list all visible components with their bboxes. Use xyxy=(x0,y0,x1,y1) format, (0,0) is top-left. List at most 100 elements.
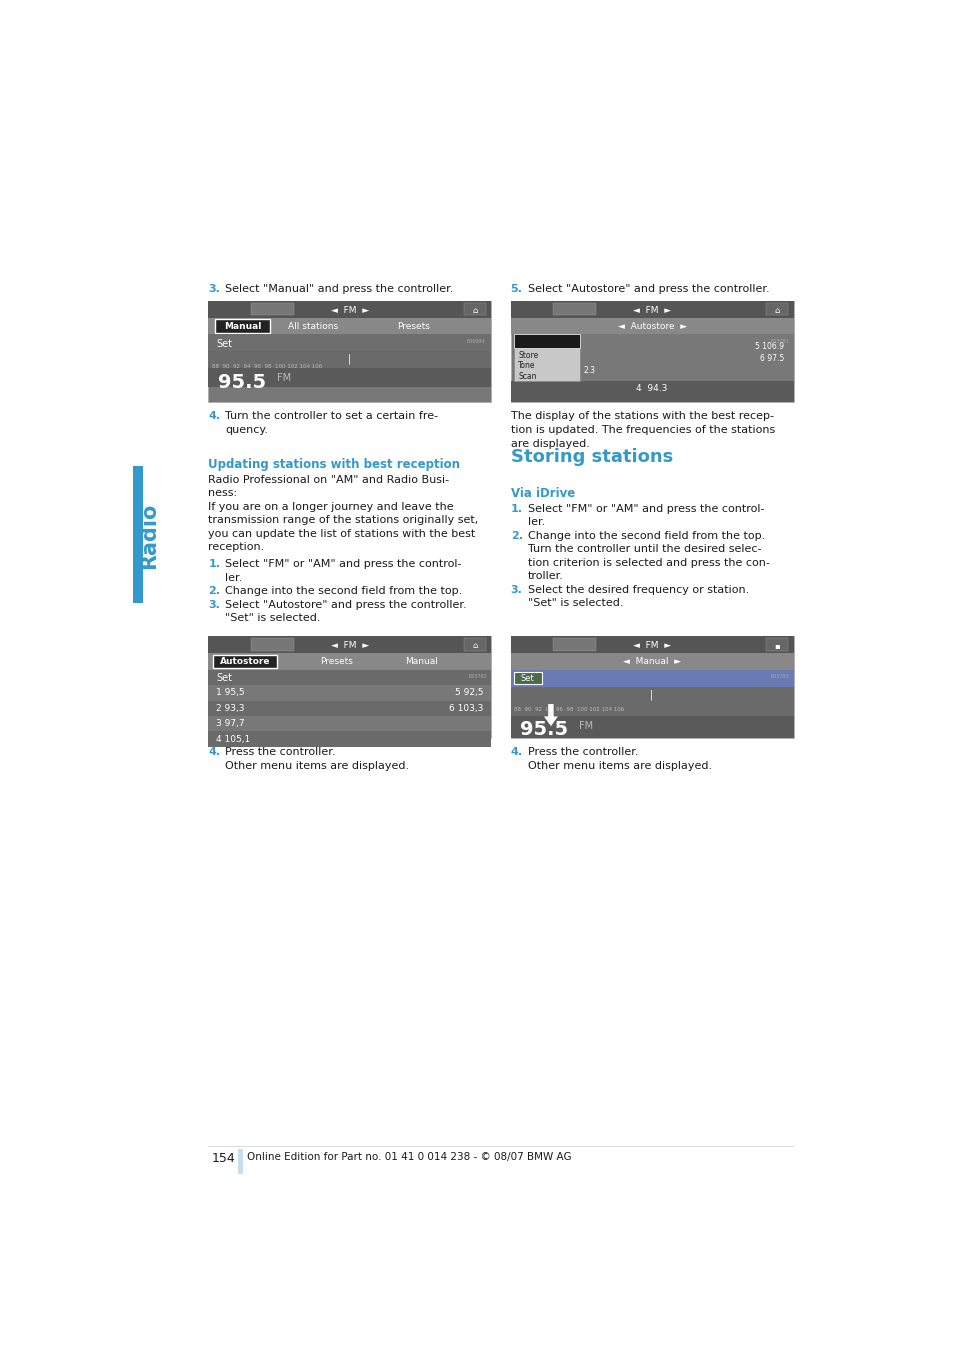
Text: Select "Manual" and press the controller.: Select "Manual" and press the controller… xyxy=(225,284,454,294)
Text: ness:: ness: xyxy=(208,489,237,498)
Text: "Set" is selected.: "Set" is selected. xyxy=(225,613,320,624)
Text: If you are on a longer journey and leave the: If you are on a longer journey and leave… xyxy=(208,502,454,512)
Text: 2.: 2. xyxy=(208,586,220,597)
Text: "Set" is selected.: "Set" is selected. xyxy=(527,598,622,609)
Text: Select "Autostore" and press the controller.: Select "Autostore" and press the control… xyxy=(225,599,467,610)
Bar xyxy=(510,687,793,703)
Text: All stations: All stations xyxy=(288,321,337,331)
Bar xyxy=(765,639,787,651)
Text: 4  94.3: 4 94.3 xyxy=(636,383,667,393)
Text: 3.: 3. xyxy=(510,585,522,595)
Text: Change into the second field from the top.: Change into the second field from the to… xyxy=(527,531,764,541)
Text: Press the controller.: Press the controller. xyxy=(225,747,335,757)
Text: you can update the list of stations with the best: you can update the list of stations with… xyxy=(208,528,476,539)
Text: quency.: quency. xyxy=(225,425,268,435)
Text: 5 92,5: 5 92,5 xyxy=(455,688,483,698)
Text: ◄  FM  ►: ◄ FM ► xyxy=(633,641,670,651)
Text: Tone: Tone xyxy=(517,362,536,370)
Bar xyxy=(510,703,793,716)
Bar xyxy=(513,335,579,348)
Text: 5 106.9: 5 106.9 xyxy=(755,342,783,351)
Bar xyxy=(513,335,579,381)
Text: ⌂: ⌂ xyxy=(472,641,477,651)
Bar xyxy=(510,636,793,737)
Bar xyxy=(765,302,787,316)
Text: Via iDrive: Via iDrive xyxy=(510,487,575,500)
Text: Radio Professional on "AM" and Radio Busi-: Radio Professional on "AM" and Radio Bus… xyxy=(208,475,449,485)
Text: |: | xyxy=(649,688,653,699)
Bar xyxy=(208,317,491,335)
Text: Select "FM" or "AM" and press the control-: Select "FM" or "AM" and press the contro… xyxy=(527,504,763,514)
Text: ◄  Manual  ►: ◄ Manual ► xyxy=(622,657,680,667)
Bar xyxy=(510,670,793,687)
Text: Presets: Presets xyxy=(319,657,353,667)
Bar xyxy=(251,639,294,651)
Text: E63782: E63782 xyxy=(468,675,487,679)
Text: Scan: Scan xyxy=(517,373,537,381)
Bar xyxy=(464,639,485,651)
Text: 6 97.5: 6 97.5 xyxy=(760,354,783,363)
Text: 2.: 2. xyxy=(510,531,522,541)
Text: troller.: troller. xyxy=(527,571,563,582)
Text: 2.3: 2.3 xyxy=(583,366,595,375)
Bar xyxy=(553,639,596,651)
Text: 5.: 5. xyxy=(510,284,522,294)
Bar xyxy=(237,1149,243,1173)
Bar xyxy=(208,716,491,732)
Text: 1.: 1. xyxy=(208,559,220,570)
Bar xyxy=(464,302,485,316)
Text: 4.: 4. xyxy=(510,747,522,757)
Bar xyxy=(510,301,793,317)
Text: E46984: E46984 xyxy=(466,339,484,344)
Bar xyxy=(510,381,793,402)
Text: 88  90  92  94  96  98  100 102 104 106: 88 90 92 94 96 98 100 102 104 106 xyxy=(212,363,322,369)
Text: Updating stations with best reception: Updating stations with best reception xyxy=(208,458,460,471)
Text: 95.5: 95.5 xyxy=(519,721,567,740)
Text: 1.: 1. xyxy=(510,504,522,514)
Text: ◄  Autostore  ►: ◄ Autostore ► xyxy=(617,321,686,331)
Text: transmission range of the stations originally set,: transmission range of the stations origi… xyxy=(208,516,478,525)
Text: 3 97,7: 3 97,7 xyxy=(216,720,245,728)
Text: ⌂: ⌂ xyxy=(774,306,780,315)
Bar xyxy=(208,351,491,369)
Text: tion is updated. The frequencies of the stations: tion is updated. The frequencies of the … xyxy=(510,425,774,435)
Text: Storing stations: Storing stations xyxy=(510,448,672,467)
Text: |: | xyxy=(348,354,351,364)
Bar xyxy=(208,335,491,351)
Text: Other menu items are displayed.: Other menu items are displayed. xyxy=(225,760,409,771)
Text: Select "FM" or "AM" and press the control-: Select "FM" or "AM" and press the contro… xyxy=(225,559,461,570)
Bar xyxy=(510,653,793,670)
Bar xyxy=(208,369,491,387)
Text: Change into the second field from the top.: Change into the second field from the to… xyxy=(225,586,462,597)
Bar xyxy=(133,466,143,603)
Bar xyxy=(510,301,793,402)
Bar xyxy=(214,320,270,332)
Text: Autostore: Autostore xyxy=(526,338,566,346)
Text: 95.5: 95.5 xyxy=(217,373,266,391)
Text: 4 105,1: 4 105,1 xyxy=(216,734,250,744)
Text: FM: FM xyxy=(276,374,291,383)
Bar xyxy=(208,686,491,701)
Text: 6 103,3: 6 103,3 xyxy=(449,703,483,713)
Text: 154: 154 xyxy=(212,1152,235,1165)
Text: Other menu items are displayed.: Other menu items are displayed. xyxy=(527,760,711,771)
Bar xyxy=(510,317,793,335)
Text: ler.: ler. xyxy=(527,517,544,528)
Text: Turn the controller until the desired selec-: Turn the controller until the desired se… xyxy=(527,544,760,555)
Text: Set: Set xyxy=(216,672,232,683)
Text: tion criterion is selected and press the con-: tion criterion is selected and press the… xyxy=(527,558,769,568)
Text: Select the desired frequency or station.: Select the desired frequency or station. xyxy=(527,585,748,595)
Text: Set: Set xyxy=(520,674,534,683)
Text: 3.: 3. xyxy=(208,599,220,610)
Text: Set: Set xyxy=(216,339,232,350)
Text: ler.: ler. xyxy=(225,572,242,583)
Text: Turn the controller to set a certain fre-: Turn the controller to set a certain fre… xyxy=(225,412,438,421)
Text: Press the controller.: Press the controller. xyxy=(527,747,638,757)
Text: Presets: Presets xyxy=(396,321,430,331)
Text: ◄  FM  ►: ◄ FM ► xyxy=(633,306,670,315)
Bar xyxy=(208,636,491,653)
Text: ◄  FM  ►: ◄ FM ► xyxy=(331,306,369,315)
Bar xyxy=(553,302,596,316)
Text: ⌂: ⌂ xyxy=(472,306,477,315)
Text: FM: FM xyxy=(578,721,593,730)
